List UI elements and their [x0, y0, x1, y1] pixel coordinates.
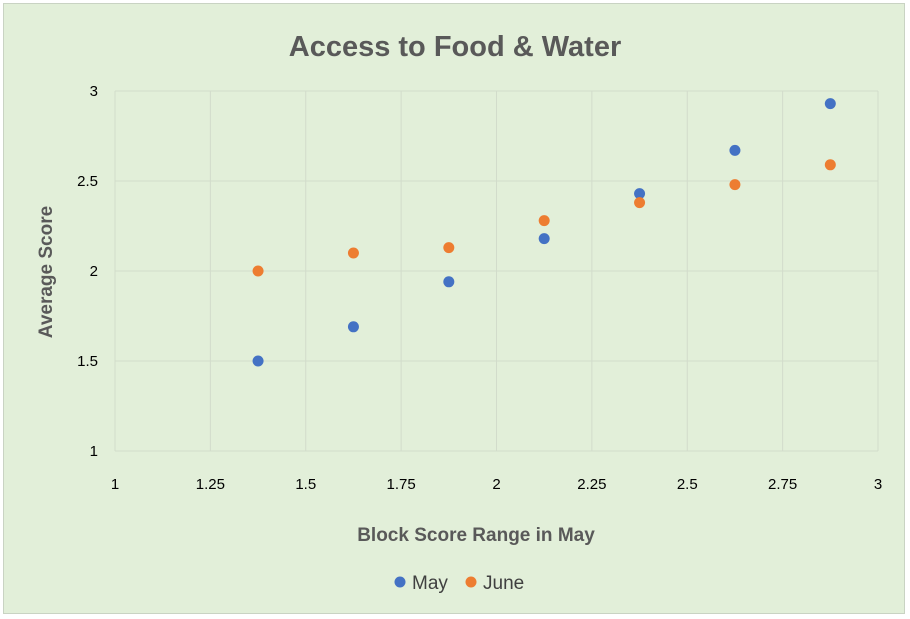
point-june	[729, 179, 741, 191]
x-tick-label: 3	[874, 476, 882, 493]
x-tick-label: 2	[492, 476, 500, 493]
y-tick-label: 3	[90, 83, 98, 100]
x-axis-ticks: 1 1.25 1.5 1.75 2 2.25 2.5 2.75 3	[111, 476, 882, 493]
legend-marker-june	[465, 576, 477, 588]
x-tick-label: 2.75	[768, 476, 797, 493]
y-axis-title: Average Score	[36, 206, 57, 338]
legend: May June	[394, 573, 524, 594]
chart-title: Access to Food & Water	[289, 31, 621, 63]
legend-marker-may	[394, 576, 406, 588]
legend-label-june: June	[483, 573, 524, 594]
legend-label-may: May	[412, 573, 448, 594]
chart-area	[3, 3, 905, 614]
point-may	[443, 276, 455, 288]
y-tick-label: 2.5	[77, 173, 98, 190]
x-tick-label: 1	[111, 476, 119, 493]
point-may	[634, 188, 646, 200]
y-tick-label: 2	[90, 263, 98, 280]
gridlines	[114, 90, 879, 452]
point-june	[634, 197, 646, 209]
point-june	[347, 247, 359, 259]
x-tick-label: 1.5	[295, 476, 316, 493]
point-june	[443, 242, 455, 254]
data-points	[252, 98, 836, 367]
point-may	[538, 233, 550, 245]
point-june	[538, 215, 550, 227]
x-tick-label: 2.25	[577, 476, 606, 493]
point-may	[252, 355, 264, 367]
x-tick-label: 2.5	[677, 476, 698, 493]
point-june	[252, 265, 264, 277]
y-tick-label: 1	[90, 443, 98, 460]
x-axis-title: Block Score Range in May	[357, 525, 595, 546]
point-may	[347, 321, 359, 333]
x-tick-label: 1.25	[196, 476, 225, 493]
y-tick-label: 1.5	[77, 353, 98, 370]
point-may	[729, 144, 741, 156]
point-may	[824, 98, 836, 110]
x-tick-label: 1.75	[387, 476, 416, 493]
y-axis-ticks: 1 1.5 2 2.5 3	[77, 83, 98, 460]
point-june	[824, 159, 836, 171]
